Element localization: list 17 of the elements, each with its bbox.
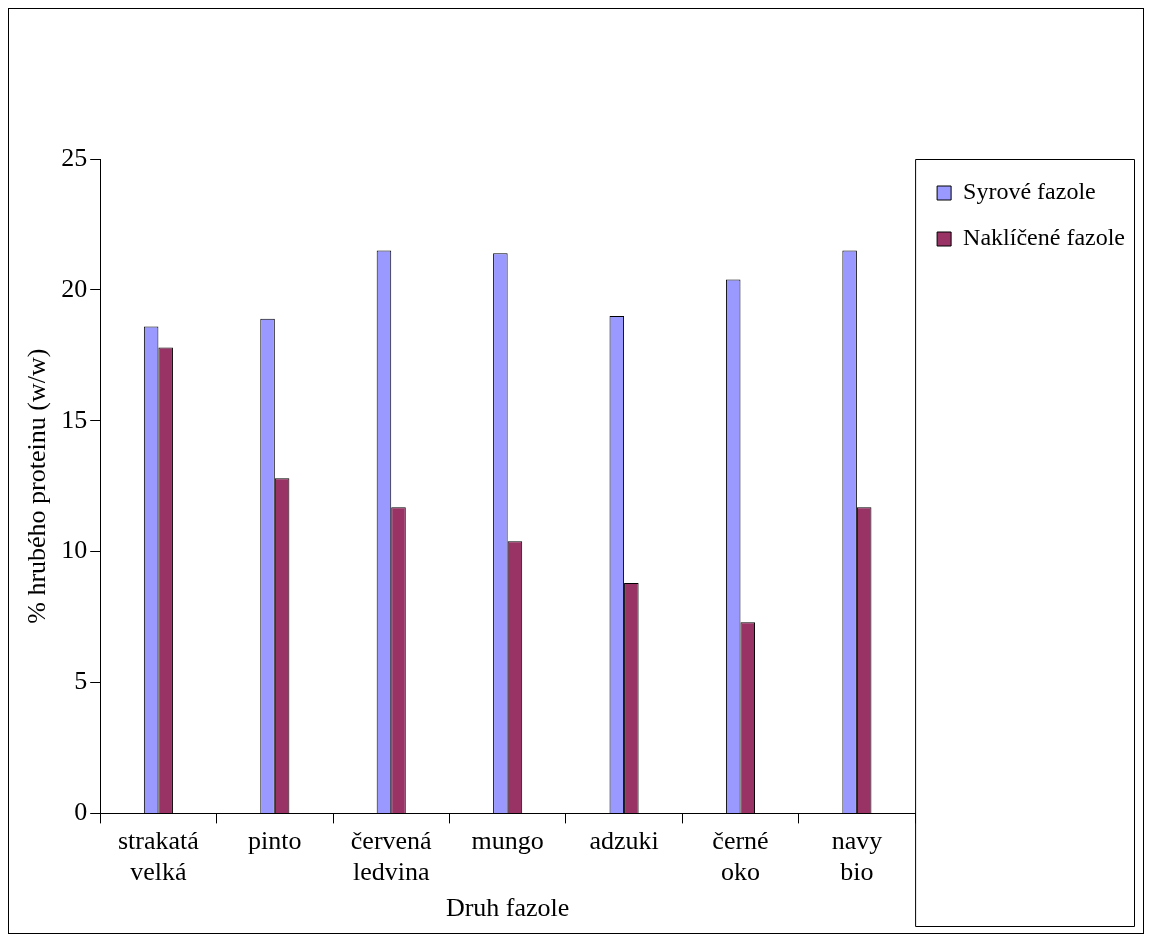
legend-label: Syrové fazole	[963, 178, 1096, 205]
y-tick-label: 15	[61, 404, 88, 434]
y-axis-title: % hrubého proteinu (w/w)	[22, 348, 52, 624]
x-tick-label: strakatá velká	[117, 825, 200, 887]
y-tick-label: 25	[61, 142, 88, 172]
x-tick-label: adzuki	[589, 825, 659, 855]
x-axis-title: Druh fazole	[445, 893, 570, 923]
y-tick-label: 10	[61, 535, 88, 565]
y-tick-label: 20	[61, 273, 88, 303]
x-tick-label: mungo	[471, 825, 544, 855]
y-tick-label: 5	[74, 666, 88, 696]
x-tick-label: pinto	[248, 825, 302, 855]
x-tick-label: navy bio	[831, 825, 883, 887]
x-tick-label: červená ledvina	[350, 825, 433, 887]
y-tick-label: 0	[74, 797, 88, 827]
x-tick-label: černé oko	[712, 825, 769, 887]
legend-label: Naklíčené fazole	[963, 224, 1126, 251]
